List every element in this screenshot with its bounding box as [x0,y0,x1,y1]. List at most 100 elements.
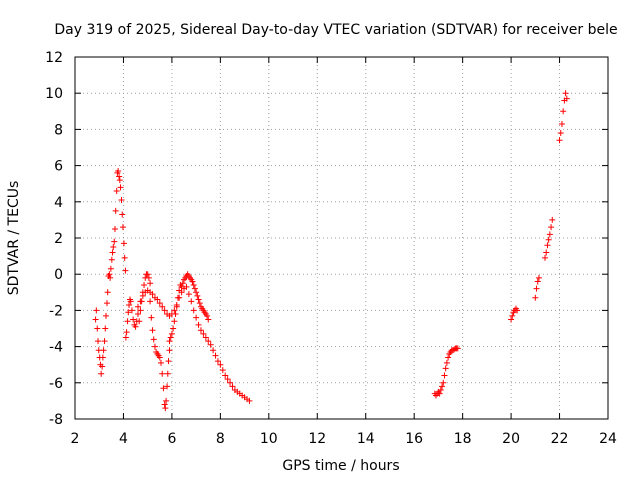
data-point [441,372,448,379]
data-point [217,361,224,368]
data-point [106,271,113,278]
data-point [161,401,168,408]
y-tick-label: -4 [49,340,63,356]
data-point [156,300,163,307]
data-point [93,307,100,314]
data-point [178,289,185,296]
data-points [92,90,570,412]
data-point [207,341,214,348]
chart-title: Day 319 of 2025, Sidereal Day-to-day VTE… [54,22,617,38]
data-point [154,296,161,303]
data-point [224,376,231,383]
data-point [151,343,158,350]
data-point [545,236,552,243]
y-tick-label: 12 [45,50,63,66]
y-tick-label: 6 [54,159,63,175]
data-point [194,292,201,299]
data-point [189,278,196,285]
data-point [136,318,143,325]
x-tick-label: 4 [119,431,128,447]
series-seg-h [508,305,521,323]
data-point [117,184,124,191]
data-point [94,325,101,332]
data-point [171,307,178,314]
data-point [124,318,131,325]
data-point [130,316,137,323]
data-point [173,301,180,308]
data-point [179,280,186,287]
x-tick-label: 10 [260,431,278,447]
data-point [160,385,167,392]
data-point [123,329,130,336]
series-seg-b [105,168,129,281]
data-point [119,211,126,218]
data-point [445,354,452,361]
data-point [542,254,549,261]
x-tick-label: 12 [308,431,326,447]
y-axis-label: SDTVAR / TECUs [6,181,22,296]
data-point [514,307,521,314]
data-point [118,196,125,203]
data-point [557,130,564,137]
data-point [128,307,135,314]
data-point [149,327,156,334]
data-point [548,224,555,231]
plot-frame [74,56,609,420]
series-seg-j [542,216,556,261]
data-point [102,325,109,332]
data-point [204,312,211,319]
data-point [544,242,551,249]
data-point [212,352,219,359]
series-seg-g [431,345,461,399]
series-seg-k [556,90,570,144]
data-point [442,365,449,372]
data-point [166,338,173,345]
data-point [107,274,114,281]
data-point [188,298,195,305]
data-point [508,316,515,323]
data-point [137,307,144,314]
data-point [95,338,102,345]
data-point [171,318,178,325]
data-point [440,379,447,386]
data-point [159,303,166,310]
data-point [202,334,209,341]
data-point [556,137,563,144]
data-point [109,249,116,256]
data-point [509,312,516,319]
x-tick-label: 16 [405,431,423,447]
data-point [533,285,540,292]
data-point [159,370,166,377]
y-tick-label: 8 [54,122,63,138]
data-point [200,330,207,337]
data-point [111,238,118,245]
data-point [107,265,114,272]
data-point [137,298,144,305]
data-point [164,383,171,390]
data-point [439,383,446,390]
data-point [560,108,567,115]
data-point [227,379,234,386]
x-tick-label: 2 [71,431,80,447]
data-point [147,280,154,287]
data-point [98,370,105,377]
data-point [132,323,139,330]
data-point [532,294,539,301]
data-point [191,285,198,292]
data-point [562,90,569,97]
data-point [116,173,123,180]
data-point [119,224,126,231]
x-tick-label: 8 [216,431,225,447]
data-point [110,244,117,251]
data-point [185,291,192,298]
data-point [108,256,115,263]
data-point [193,289,200,296]
data-point [165,358,172,365]
data-point [205,338,212,345]
data-point [163,397,170,404]
data-point [168,330,175,337]
data-point [120,240,127,247]
data-point [134,303,141,310]
data-point [115,168,122,175]
